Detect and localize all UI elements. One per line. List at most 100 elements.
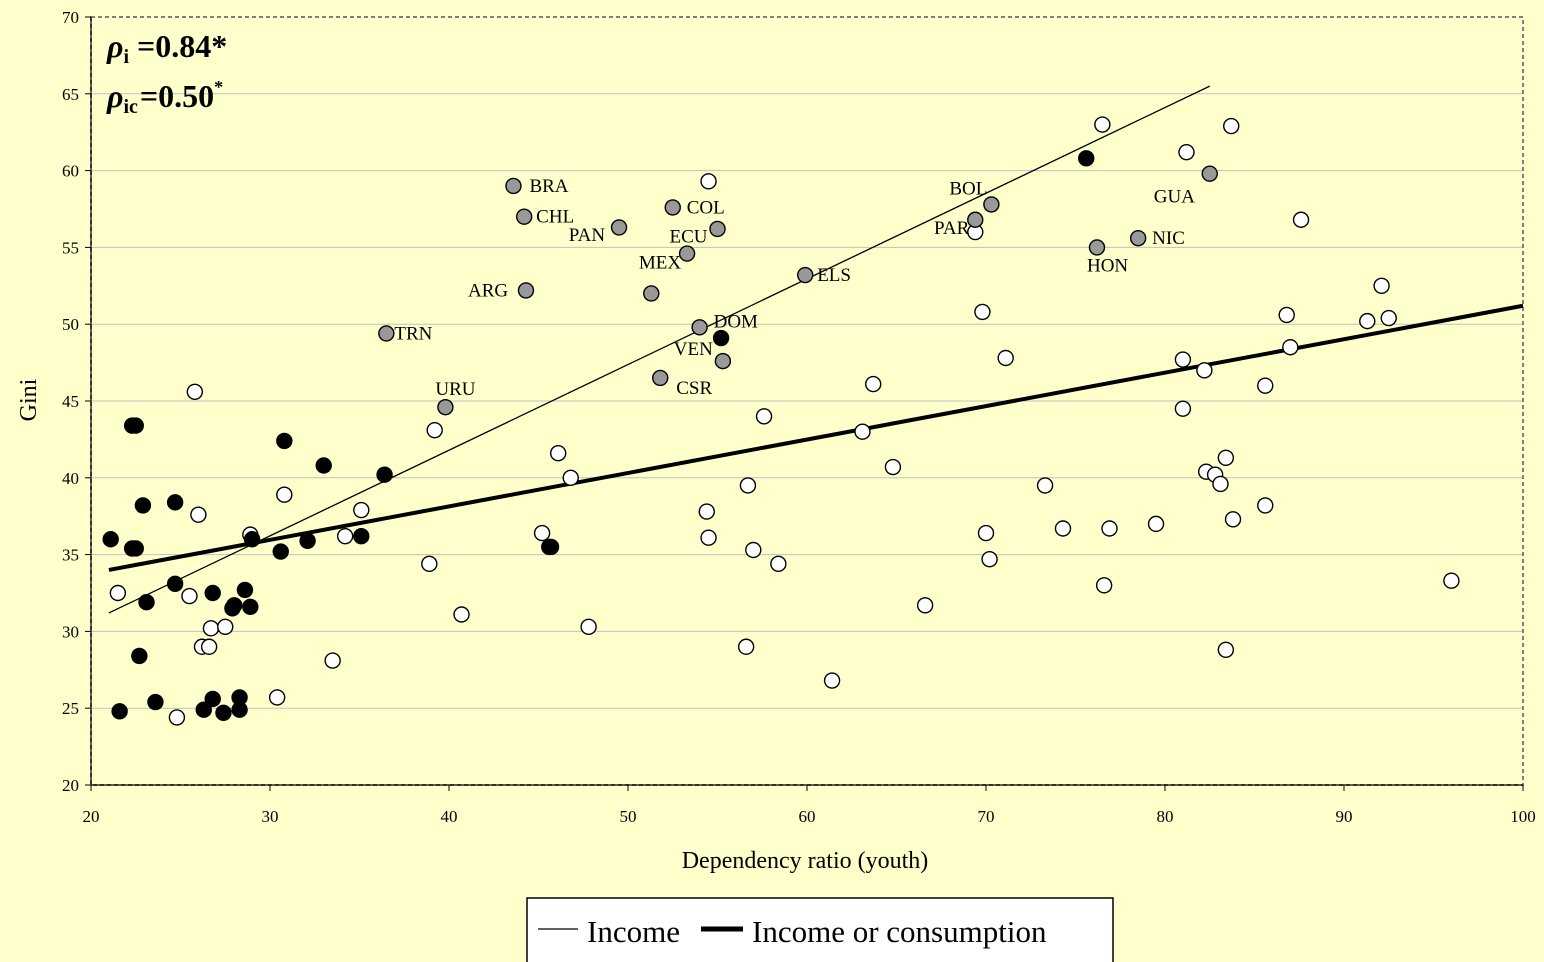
trend-line-income — [108, 85, 1211, 614]
gray-data-point — [797, 266, 814, 284]
open-data-point — [353, 501, 370, 519]
open-data-point — [268, 689, 286, 706]
open-data-point — [1278, 306, 1295, 324]
gray-data-point — [1088, 239, 1106, 256]
svg-text:ρic=0.50*: ρic=0.50* — [106, 77, 223, 118]
open-data-point — [1217, 641, 1235, 659]
point-label-pan: PAN — [569, 225, 606, 246]
x-tick-label-80: 80 — [1157, 807, 1174, 826]
axis-ticks: 20 25 30 35 40 45 50 55 60 65 70 20 30 40 50 60 70 80 90 10… — [62, 8, 1536, 826]
open-data-point — [549, 445, 567, 462]
open-data-point — [1257, 377, 1274, 394]
gray-data-point — [1129, 229, 1147, 247]
y-tick-label-45: 45 — [62, 392, 79, 411]
open-data-point — [981, 551, 998, 568]
point-label-nic: NIC — [1152, 228, 1185, 249]
open-data-point — [1224, 511, 1242, 528]
black-data-point — [276, 432, 293, 450]
point-label-bol: BOL — [949, 178, 987, 199]
gray-data-point — [1201, 165, 1218, 182]
rho-ic-value: =0.50 — [140, 78, 214, 114]
open-data-point — [1212, 475, 1229, 493]
open-data-point — [200, 638, 218, 655]
open-data-point — [168, 709, 186, 726]
black-data-point — [204, 690, 221, 708]
gray-data-point — [505, 177, 522, 195]
point-label-gua: GUA — [1154, 187, 1195, 208]
rho-i-subscript: i — [123, 46, 129, 68]
open-data-point — [1282, 339, 1299, 356]
open-data-point — [1196, 362, 1213, 379]
black-data-point — [166, 575, 184, 592]
black-data-point — [147, 693, 164, 711]
y-tick-label-30: 30 — [62, 622, 79, 641]
open-data-point — [562, 469, 579, 486]
horizontal-gridlines — [91, 93, 1523, 709]
legend-label-income: Income — [587, 914, 680, 949]
legend: Income Income or consumption — [526, 897, 1114, 962]
black-data-point — [236, 581, 254, 599]
black-data-point — [542, 538, 560, 556]
gray-data-point — [515, 208, 533, 225]
x-tick-label-100: 100 — [1510, 807, 1536, 826]
point-label-els: ELS — [817, 265, 851, 286]
y-axis-label: Gini — [16, 378, 42, 421]
open-data-point — [1380, 309, 1397, 327]
black-data-point — [127, 417, 144, 434]
black-data-point — [376, 466, 393, 483]
open-data-point — [1257, 497, 1274, 514]
gray-data-point — [983, 196, 1000, 213]
black-data-point — [134, 497, 152, 514]
rho-ic-subscript: ic — [123, 96, 138, 118]
y-tick-label-50: 50 — [62, 315, 79, 334]
open-data-point — [823, 672, 841, 689]
open-data-point — [1223, 117, 1240, 135]
black-data-point — [242, 598, 259, 616]
trend-lines — [108, 85, 1524, 614]
point-label-csr: CSR — [676, 378, 712, 399]
open-data-point — [1217, 449, 1235, 467]
x-tick-label-20: 20 — [83, 807, 100, 826]
gray-data-point — [664, 199, 681, 216]
black-data-point — [111, 703, 128, 720]
open-data-point — [190, 506, 207, 523]
gray-data-point — [517, 282, 535, 299]
rho-i-symbol: ρ — [106, 28, 123, 64]
x-tick-label-90: 90 — [1336, 807, 1353, 826]
black-data-point — [204, 584, 221, 602]
x-axis-label: Dependency ratio (youth) — [682, 848, 929, 874]
open-data-point — [336, 527, 354, 545]
rho-i-annotation: ρi =0.84* — [106, 28, 227, 68]
y-tick-label-40: 40 — [62, 469, 79, 488]
open-data-point — [974, 303, 991, 321]
gray-data-point — [643, 285, 660, 302]
gray-data-point — [714, 352, 732, 370]
gray-data-point — [437, 398, 454, 416]
open-data-point — [1443, 572, 1460, 589]
black-data-point — [712, 329, 730, 347]
open-data-point — [916, 597, 934, 614]
open-data-point — [1095, 577, 1113, 594]
gray-data-point — [967, 211, 984, 228]
open-data-point — [1373, 277, 1390, 294]
black-data-point — [243, 531, 261, 548]
black-data-point — [353, 527, 370, 545]
open-data-point — [770, 555, 787, 573]
open-data-point — [1101, 520, 1118, 537]
black-data-point — [138, 594, 155, 611]
point-label-dom: DOM — [714, 311, 758, 332]
open-data-point — [1054, 520, 1072, 537]
open-data-point — [276, 486, 293, 503]
data-markers — [102, 116, 1460, 726]
open-data-point — [217, 618, 234, 635]
point-label-mex: MEX — [639, 253, 682, 274]
point-label-ecu: ECU — [670, 227, 708, 248]
point-label-col: COL — [687, 197, 725, 218]
point-label-par: PAR — [934, 218, 970, 239]
y-tick-label-60: 60 — [62, 162, 79, 181]
open-data-point — [1094, 116, 1111, 133]
black-data-point — [102, 531, 119, 548]
open-data-point — [977, 524, 995, 542]
x-tick-label-30: 30 — [262, 807, 279, 826]
